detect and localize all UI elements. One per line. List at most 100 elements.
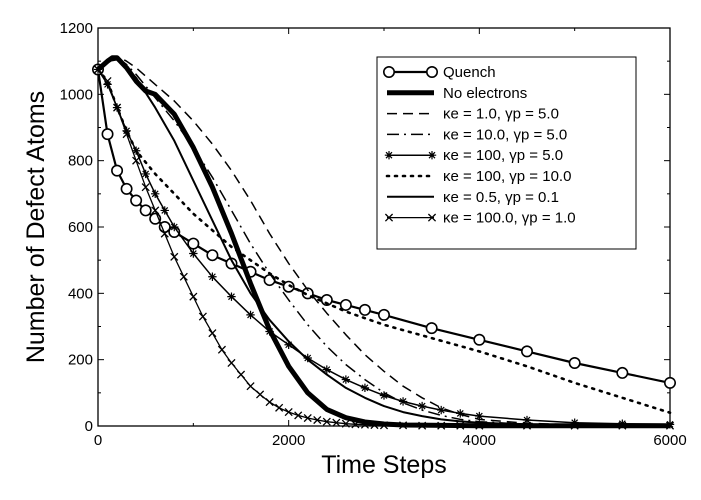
- data-point: [341, 419, 350, 428]
- data-point: [103, 77, 112, 86]
- data-point: [522, 415, 532, 425]
- data-point: [425, 322, 438, 335]
- data-point: [377, 308, 390, 321]
- data-point: [151, 206, 160, 215]
- data-point: [113, 103, 122, 112]
- data-point: [206, 249, 219, 262]
- legend: Quench No electrons κe = 1.0, γp = 5.0 κe =…: [376, 56, 637, 250]
- data-point: [246, 382, 255, 391]
- series-0: [92, 63, 676, 389]
- data-point: [417, 401, 427, 411]
- data-point: [187, 237, 200, 250]
- series-line-6: [97, 58, 671, 427]
- data-point: [663, 376, 676, 389]
- data-point: [170, 252, 179, 261]
- series-line-2: [97, 55, 671, 427]
- x-tick-label: 6000: [653, 432, 686, 449]
- data-point: [160, 206, 169, 215]
- data-point: [179, 272, 188, 281]
- data-point: [189, 249, 198, 258]
- data-point: [170, 222, 179, 232]
- legend-label: No electrons: [443, 85, 527, 102]
- data-point: [570, 418, 579, 427]
- data-point: [132, 156, 141, 165]
- legend-label: κe = 100, γp = 10.0: [443, 168, 571, 185]
- data-point: [303, 353, 312, 363]
- y-tick-label: 400: [68, 285, 93, 302]
- y-tick-label: 0: [85, 418, 93, 435]
- data-point: [227, 358, 236, 368]
- x-tick-label: 0: [94, 432, 102, 449]
- legend-label: Quench: [443, 64, 496, 81]
- data-point: [93, 65, 103, 74]
- series-7: [93, 65, 675, 430]
- y-tick-label: 1000: [60, 86, 93, 103]
- data-point: [189, 292, 198, 301]
- data-point: [437, 421, 446, 430]
- data-point: [208, 272, 217, 281]
- data-point: [141, 169, 150, 179]
- data-point: [473, 333, 486, 346]
- legend-label: κe = 100.0, γp = 1.0: [443, 210, 576, 227]
- data-point: [341, 375, 351, 384]
- data-point: [418, 421, 427, 430]
- data-point: [265, 327, 274, 336]
- series-line-3: [97, 57, 670, 427]
- legend-label: κe = 10.0, γp = 5.0: [443, 126, 567, 143]
- data-point: [294, 411, 303, 420]
- data-point: [456, 409, 465, 418]
- ticks-layer: 0 2000 4000 6000 0 200 400 600 800 1000 1200: [60, 20, 687, 449]
- data-point: [313, 415, 322, 425]
- legend-marker: [384, 213, 394, 222]
- data-point: [616, 366, 629, 379]
- data-point: [358, 303, 371, 316]
- legend-label: κe = 100, γp = 5.0: [443, 147, 563, 164]
- y-tick-label: 600: [68, 219, 93, 236]
- data-point: [360, 420, 369, 429]
- data-point: [320, 293, 333, 306]
- series-4: [93, 65, 675, 429]
- data-point: [322, 417, 331, 426]
- data-point: [141, 183, 150, 192]
- data-point: [284, 408, 293, 417]
- data-point: [332, 418, 341, 427]
- data-point: [139, 204, 152, 217]
- y-tick-label: 200: [68, 352, 93, 369]
- series-3: [97, 57, 670, 427]
- legend-marker: [427, 213, 437, 222]
- data-point: [227, 292, 236, 301]
- data-point: [198, 312, 207, 321]
- data-point: [263, 274, 276, 287]
- data-point: [618, 421, 627, 430]
- x-tick-label: 2000: [272, 432, 305, 449]
- data-point: [360, 383, 370, 393]
- series-layer: [92, 55, 676, 430]
- data-point: [130, 194, 143, 207]
- legend-marker: [384, 151, 394, 160]
- data-point: [618, 419, 627, 428]
- data-point: [122, 126, 131, 136]
- series-6: [97, 58, 671, 427]
- y-tick-label: 1200: [60, 20, 93, 37]
- series-2: [97, 55, 671, 427]
- data-point: [437, 405, 446, 415]
- data-point: [398, 397, 408, 406]
- data-point: [568, 356, 581, 369]
- data-point: [456, 421, 465, 430]
- legend-marker: [382, 66, 395, 79]
- data-point: [322, 365, 331, 374]
- legend-label: κe = 0.5, γp = 0.1: [443, 189, 559, 206]
- data-point: [236, 370, 246, 379]
- data-point: [351, 420, 360, 429]
- data-point: [160, 229, 169, 238]
- data-point: [303, 413, 312, 423]
- y-axis-title: Number of Defect Atoms: [22, 91, 50, 363]
- data-point: [120, 182, 133, 195]
- data-point: [265, 398, 274, 407]
- data-point: [122, 130, 131, 139]
- data-point: [101, 128, 114, 141]
- x-tick-label: 4000: [463, 432, 496, 449]
- series-line-7: [97, 69, 670, 427]
- data-point: [217, 345, 226, 354]
